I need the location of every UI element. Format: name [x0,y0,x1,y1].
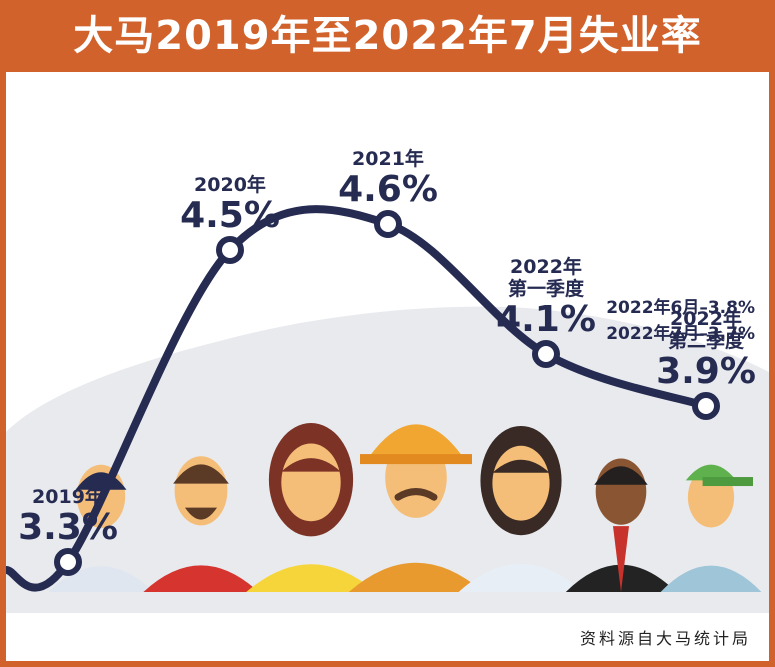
chart-title: 大马2019年至2022年7月失业率 [73,13,702,59]
value-label: 3.9% [656,351,756,392]
category-label: 第二季度 [667,330,744,352]
annotations: 2022年6月–3.8% 2022年7月–3.7% [606,295,755,347]
person-hair [173,464,229,484]
person-fringe [281,458,341,472]
green-cap [685,464,737,481]
data-point [692,392,720,420]
header-bar: 大马2019年至2022年7月失业率 [0,0,775,72]
annotation-july: 2022年7月–3.7% [606,324,755,344]
source-bar: 资料源自大马统计局 [6,613,769,661]
hard-hat [368,424,464,458]
category-label: 2020年 [194,174,266,196]
person-fringe [492,459,550,473]
value-label: 3.3% [18,507,118,548]
data-markers [54,210,720,576]
hard-hat-brim [360,454,472,465]
category-label: 第一季度 [507,278,584,300]
data-point [374,210,402,238]
person-body [246,564,376,592]
source-note: 资料源自大马统计局 [579,629,751,648]
chart-panel: 2019年 3.3% 2020年 4.5% 2021年 4.6% 2022年 第一季度 4.1%… [6,72,769,661]
necktie [613,526,629,592]
annotation-june: 2022年6月–3.8% [606,298,755,318]
value-label: 4.5% [180,195,280,236]
data-point [532,340,560,368]
category-label: 2021年 [352,148,424,170]
data-label: 2019年 3.3% [6,486,138,548]
line-chart [6,205,769,661]
person-body [348,562,484,592]
person-body [458,563,584,592]
beard [185,507,217,520]
category-label: 2019年 [32,486,104,508]
person-face [281,443,341,522]
value-label: 4.6% [338,169,438,210]
person-hair [594,466,648,485]
data-label: 2020年 4.5% [160,174,300,236]
data-label: 2022年 第二季度 3.9% [636,308,769,392]
category-label: 2022年 [670,308,742,330]
person-body [660,565,762,592]
category-label: 2022年 [510,256,582,278]
moustache [394,488,438,501]
person-face [492,445,550,521]
data-point [216,236,244,264]
person-body [143,565,259,592]
data-label: 2021年 4.6% [318,148,458,210]
data-point [54,548,82,576]
crowd-illustration [48,423,762,592]
cap-brim [702,477,753,487]
data-label: 2022年 第一季度 4.1% [476,256,616,340]
value-label: 4.1% [496,299,596,340]
